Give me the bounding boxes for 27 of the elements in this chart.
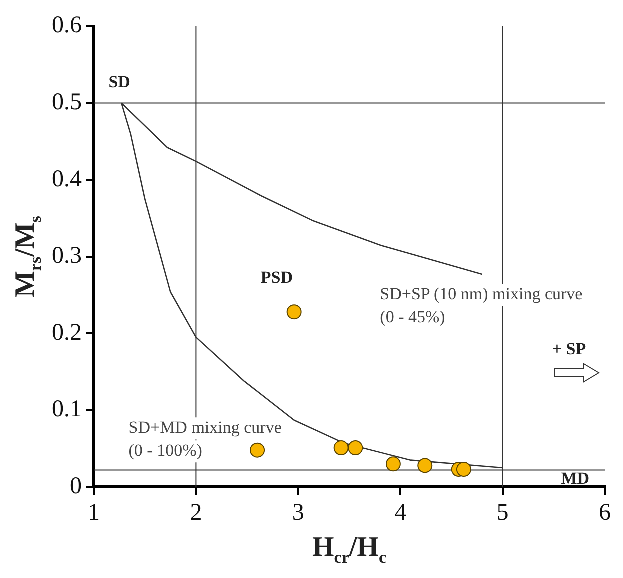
annotation: SD xyxy=(108,72,130,92)
x-tick-label: 1 xyxy=(88,500,100,526)
x-tick-label: 4 xyxy=(394,500,407,526)
point xyxy=(286,304,302,320)
annotation: PSD xyxy=(260,268,293,287)
x-tick-label: 2 xyxy=(190,500,202,526)
annotation: SD+MD mixing curve (0 - 100%) xyxy=(128,418,282,460)
y-tick-label: 0.6 xyxy=(52,12,82,39)
x-tick-label: 6 xyxy=(599,500,611,526)
x-tick-label: 3 xyxy=(292,500,304,526)
point xyxy=(250,442,266,458)
annotation: SD+SP (10 nm) mixing curve (0 - 45%) xyxy=(380,284,583,327)
point xyxy=(386,456,401,472)
y-tick-label: 0 xyxy=(70,473,82,500)
y-tick-label: 0.2 xyxy=(52,320,82,346)
point xyxy=(456,462,472,478)
y-tick-label: 0.5 xyxy=(52,89,82,116)
x-tick-label: 5 xyxy=(496,500,509,526)
y-tick-label: 0.4 xyxy=(52,166,82,192)
y-tick-label: 0.3 xyxy=(52,243,82,270)
point xyxy=(334,440,349,456)
point xyxy=(418,458,433,474)
point xyxy=(348,440,364,456)
annotation: + SP xyxy=(552,340,586,359)
y-axis-title: Mrs/Ms xyxy=(10,216,45,298)
y-tick-label: 0.1 xyxy=(52,396,82,423)
annotation: MD xyxy=(561,468,590,488)
